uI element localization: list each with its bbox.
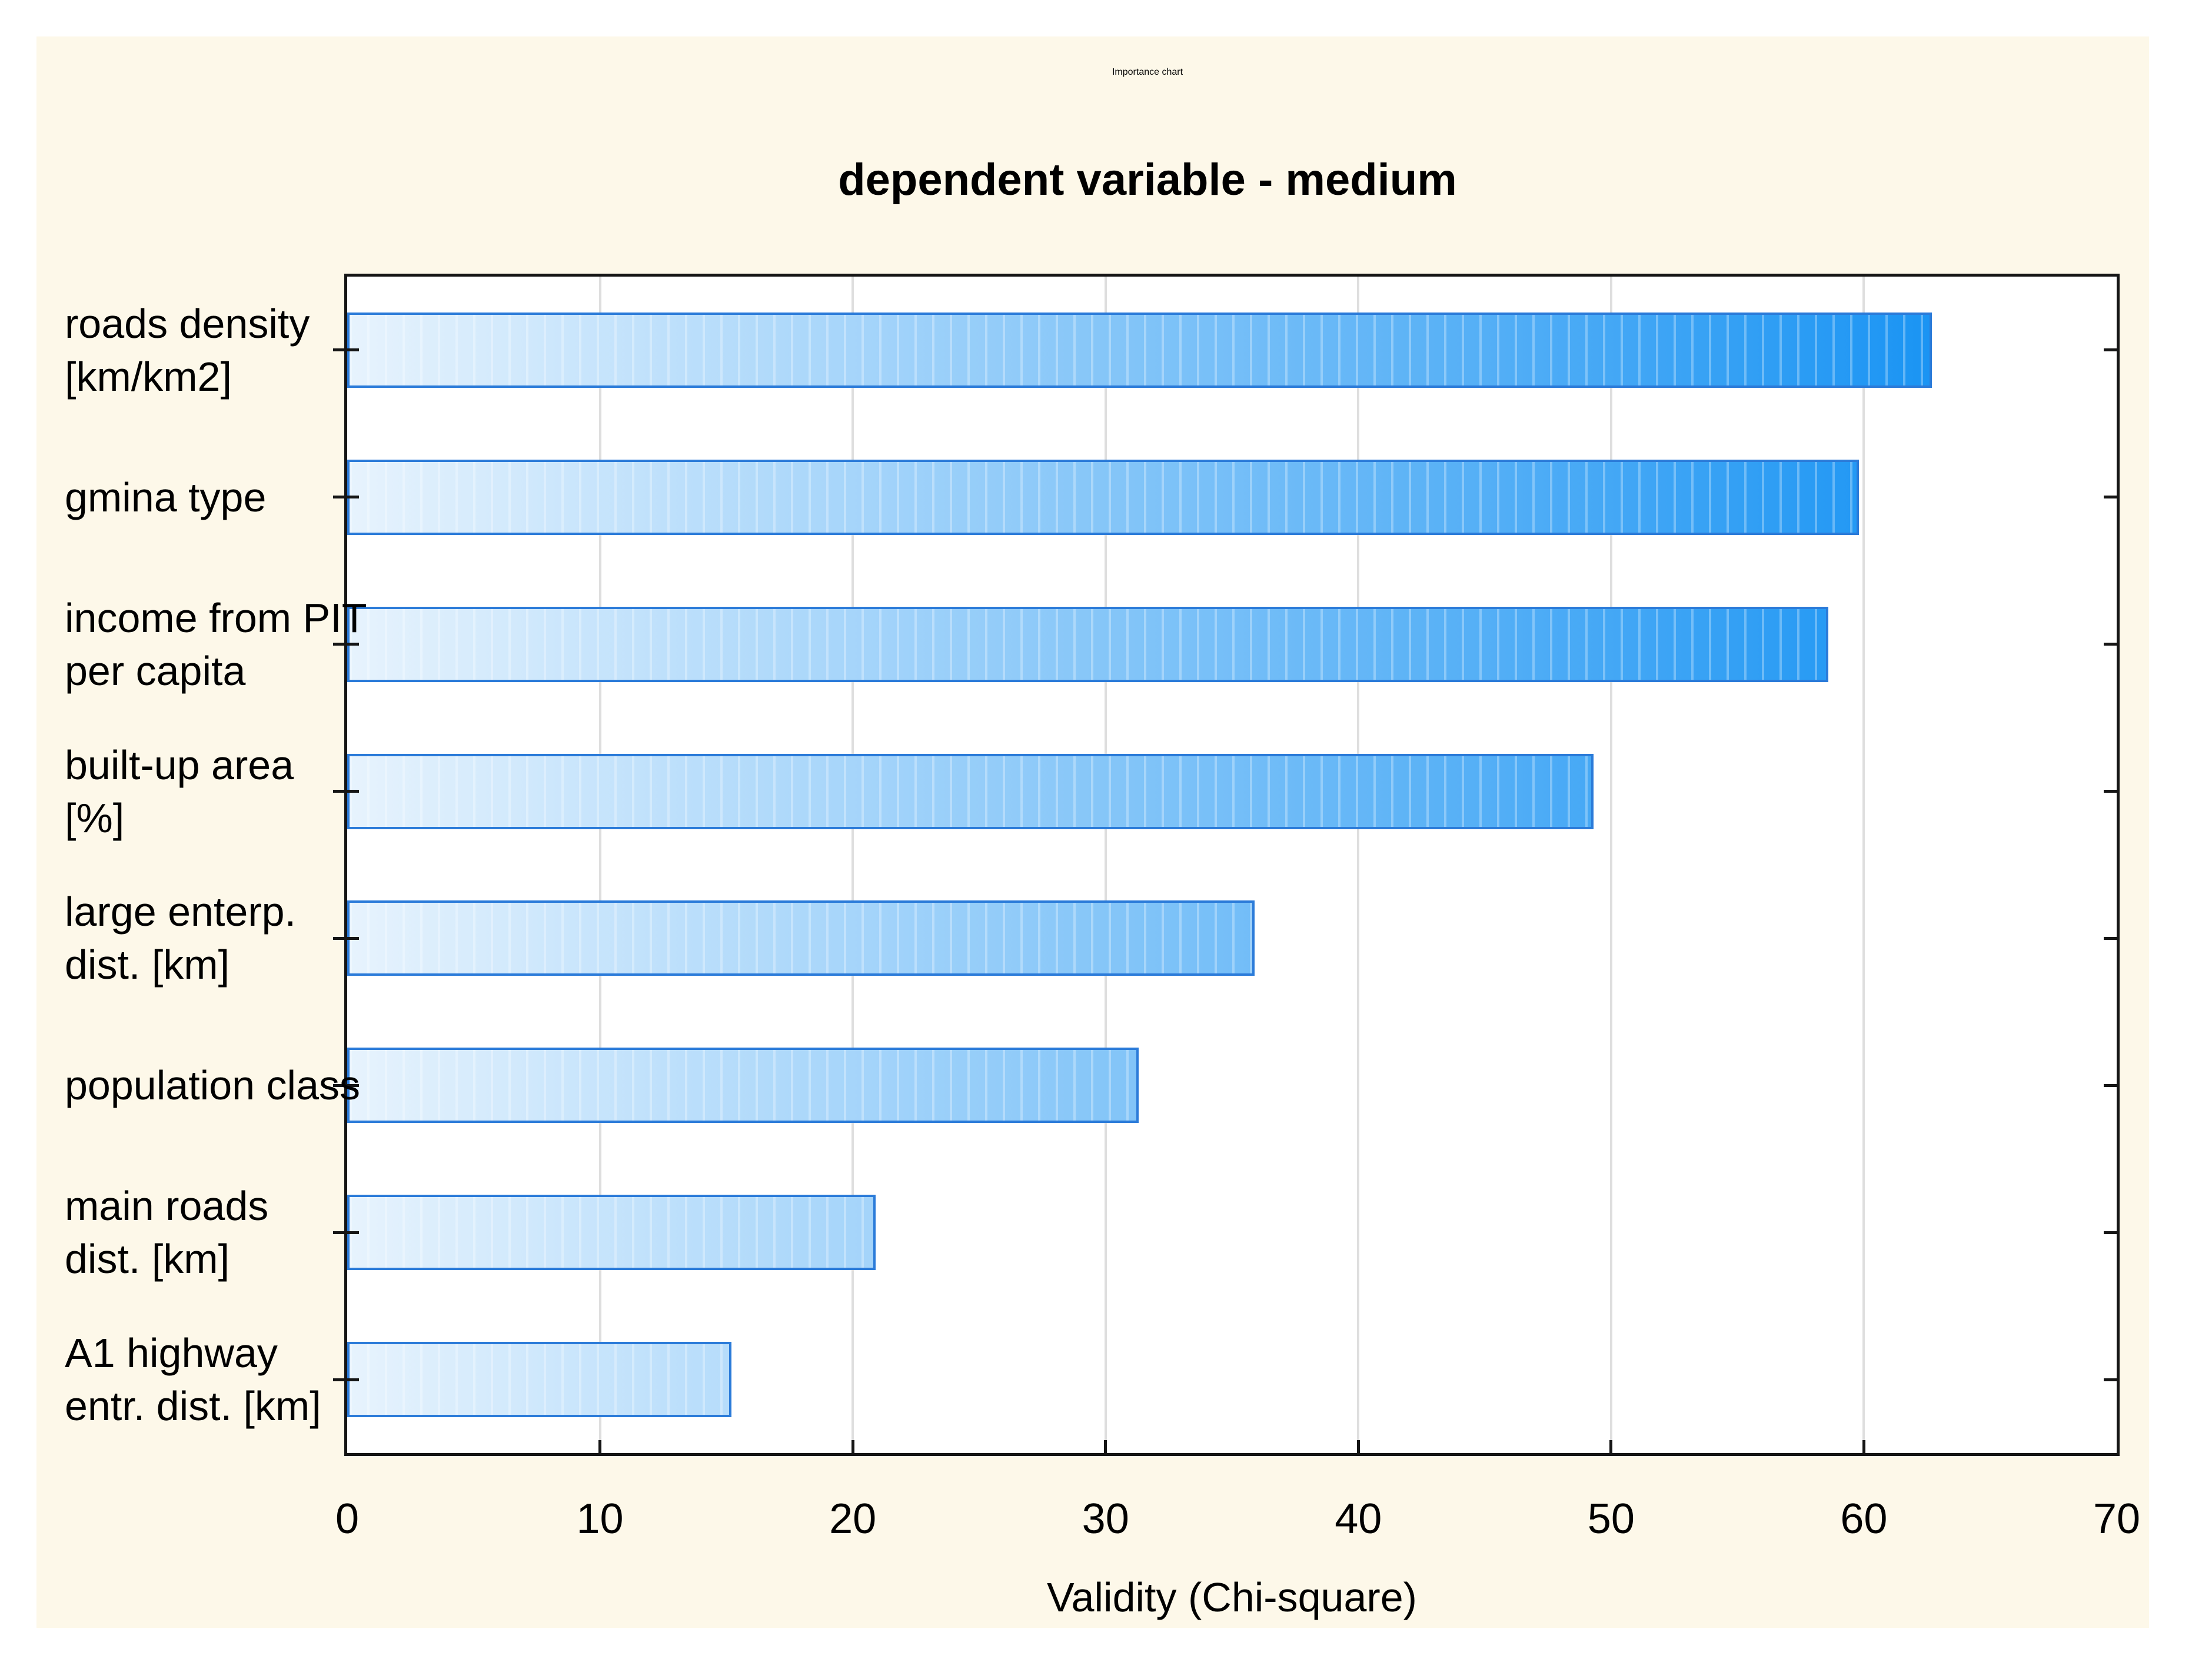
y-axis-tick bbox=[2104, 643, 2117, 646]
x-tick-label: 60 bbox=[1840, 1495, 1888, 1543]
bar bbox=[347, 312, 1932, 388]
y-axis-tick bbox=[2104, 936, 2117, 940]
category-label-line: gmina type bbox=[65, 474, 267, 520]
category-label: main roads dist. [km] bbox=[65, 1179, 341, 1285]
category-label: built-up area [%] bbox=[65, 739, 341, 845]
gridline bbox=[851, 277, 854, 1453]
chart-subtitle: dependent variable - medium bbox=[838, 155, 1457, 205]
bar bbox=[347, 1048, 1139, 1123]
x-tick-label: 40 bbox=[1335, 1495, 1382, 1543]
x-tick-label: 70 bbox=[2093, 1495, 2141, 1543]
category-label-line: A1 highway bbox=[65, 1330, 278, 1377]
x-tick-label: 30 bbox=[1082, 1495, 1129, 1543]
y-axis-tick bbox=[333, 496, 359, 499]
gridline bbox=[598, 277, 601, 1453]
x-tick-label: 0 bbox=[335, 1495, 360, 1543]
category-label-line: income from PIT bbox=[65, 594, 367, 641]
gridline bbox=[1862, 277, 1865, 1453]
gridline bbox=[1104, 277, 1107, 1453]
category-label-line: built-up area bbox=[65, 742, 294, 788]
y-axis-tick bbox=[333, 936, 359, 940]
bar bbox=[347, 1342, 731, 1418]
bar bbox=[347, 606, 1829, 682]
y-axis-tick bbox=[333, 1083, 359, 1087]
category-label-line: entr. dist. [km] bbox=[65, 1383, 321, 1430]
category-label-line: roads density bbox=[65, 300, 310, 347]
chart-panel: Importance chart dependent variable - me… bbox=[36, 36, 2149, 1628]
x-axis-tick bbox=[1609, 1440, 1613, 1453]
x-tick-label: 50 bbox=[1587, 1495, 1635, 1543]
category-label-line: main roads bbox=[65, 1183, 269, 1229]
chart-title: Importance chart bbox=[1112, 67, 1183, 77]
category-label: roads density [km/km2] bbox=[65, 297, 341, 403]
y-axis-tick bbox=[2104, 1083, 2117, 1087]
x-axis-tick bbox=[1862, 1440, 1865, 1453]
category-label: income from PIT per capita bbox=[65, 591, 367, 697]
bar bbox=[347, 753, 1594, 829]
gridline bbox=[1357, 277, 1360, 1453]
y-axis-tick bbox=[2104, 1231, 2117, 1234]
category-label: population class bbox=[65, 1059, 360, 1112]
plot-area bbox=[333, 274, 2120, 1456]
bar bbox=[347, 1195, 876, 1271]
gridline bbox=[1609, 277, 1612, 1453]
x-axis-title: Validity (Chi-square) bbox=[1047, 1574, 1417, 1620]
y-axis-tick bbox=[333, 348, 359, 352]
category-label-line: dist. [km] bbox=[65, 942, 230, 988]
y-axis-tick bbox=[333, 643, 359, 646]
category-label-line: [km/km2] bbox=[65, 353, 232, 400]
y-axis-tick bbox=[2104, 790, 2117, 793]
category-label-line: dist. [km] bbox=[65, 1236, 230, 1282]
y-axis-tick bbox=[333, 1231, 359, 1234]
y-axis-tick bbox=[333, 1378, 359, 1381]
bar bbox=[347, 459, 1859, 535]
y-axis-tick bbox=[2104, 496, 2117, 499]
category-label-line: population class bbox=[65, 1062, 360, 1109]
x-tick-label: 20 bbox=[829, 1495, 877, 1543]
x-axis-tick bbox=[598, 1440, 602, 1453]
x-axis-tick bbox=[1356, 1440, 1360, 1453]
y-axis-tick bbox=[2104, 1378, 2117, 1381]
x-axis-tick bbox=[1104, 1440, 1107, 1453]
category-label-line: per capita bbox=[65, 647, 246, 694]
category-label-line: large enterp. bbox=[65, 889, 297, 935]
category-label-line: [%] bbox=[65, 795, 125, 841]
category-label: gmina type bbox=[65, 471, 341, 524]
y-axis-tick bbox=[333, 790, 359, 793]
x-axis-tick bbox=[851, 1440, 854, 1453]
category-label: A1 highway entr. dist. [km] bbox=[65, 1327, 341, 1432]
bar bbox=[347, 900, 1255, 976]
y-axis-tick bbox=[2104, 348, 2117, 352]
category-label: large enterp. dist. [km] bbox=[65, 885, 341, 991]
x-tick-label: 10 bbox=[576, 1495, 624, 1543]
